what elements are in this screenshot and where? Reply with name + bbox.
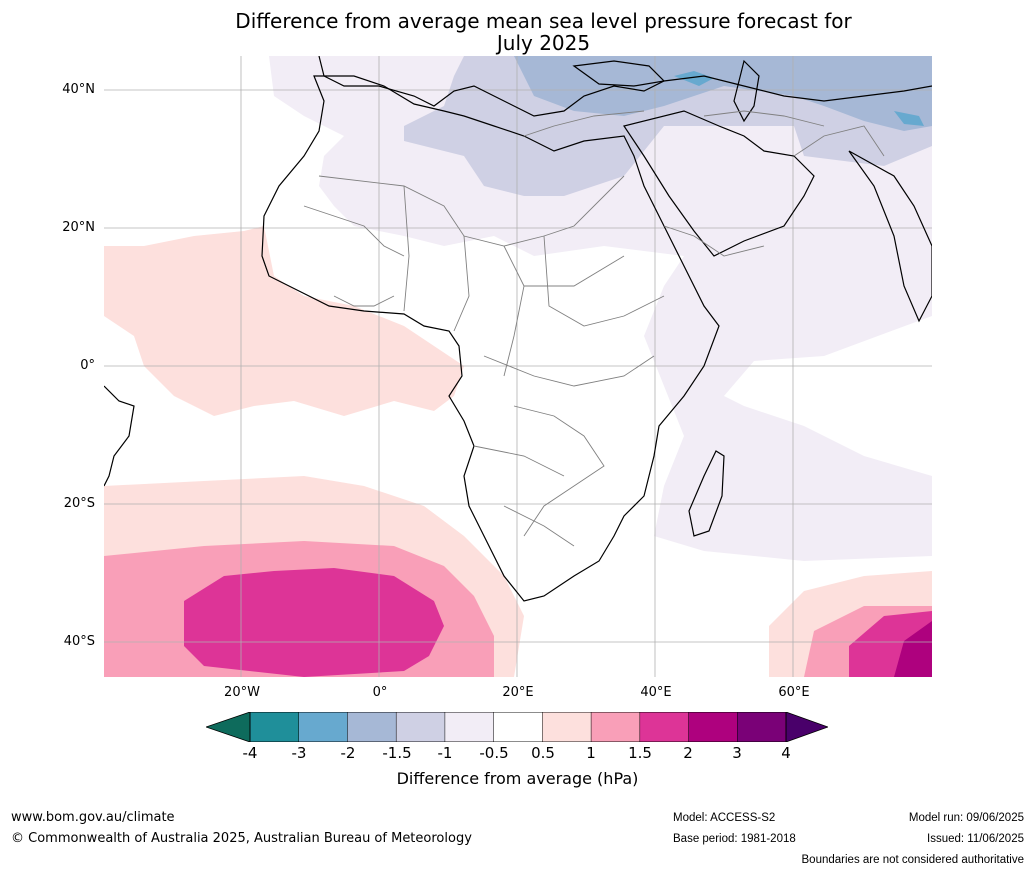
title-line-2: July 2025: [496, 31, 591, 55]
cb-tick-p05: 0.5: [531, 744, 555, 762]
footer-model: Model: ACCESS-S2: [673, 812, 776, 824]
colorbar-cell-3: [395, 712, 446, 742]
lat-label-20n: 20°N: [62, 220, 95, 235]
india-coastline: [848, 150, 932, 323]
lat-label-40s: 40°S: [63, 634, 95, 649]
cb-tick-m4: -4: [242, 744, 258, 762]
lon-label-40e: 40°E: [640, 685, 672, 700]
colorbar-cell-4: [444, 712, 495, 742]
europe-coastline: [318, 56, 932, 117]
footer-base-period: Base period: 1981-2018: [673, 833, 796, 845]
arabia-coastline: [623, 110, 815, 257]
cb-tick-p4: 4: [781, 744, 791, 762]
anomaly-plus-15-south: [184, 568, 444, 677]
map-canvas: [104, 56, 932, 677]
colorbar-cell-0: [249, 712, 300, 742]
colorbar-cell-2: [347, 712, 397, 742]
africa-coastline: [261, 75, 720, 602]
lon-label-20e: 20°E: [502, 685, 534, 700]
cb-tick-p2: 2: [683, 744, 693, 762]
footer-boundaries-note: Boundaries are not considered authoritat…: [801, 854, 1024, 866]
colorbar-cell-7: [590, 712, 641, 742]
footer-model-run: Model run: 09/06/2025: [908, 812, 1024, 824]
lon-label-20w: 20°W: [224, 685, 260, 700]
cb-tick-m15: -1.5: [382, 744, 412, 762]
cb-tick-m2: -2: [340, 744, 356, 762]
anomaly-minus-15-north: [514, 56, 932, 131]
forecast-map: [104, 56, 932, 677]
colorbar-cell-1: [298, 712, 349, 742]
colorbar-over-arrow: [785, 712, 828, 742]
cb-tick-p15: 1.5: [628, 744, 652, 762]
map-title: Difference from average mean sea level p…: [0, 10, 1035, 54]
cb-tick-m1: -1: [437, 744, 453, 762]
colorbar-under-arrow: [206, 712, 251, 742]
south-america-coastline: [104, 385, 135, 487]
footer-issued: Issued: 11/06/2025: [927, 833, 1024, 845]
lon-label-0: 0°: [372, 685, 388, 700]
anomaly-minus-05-north: [269, 56, 932, 561]
lon-label-60e: 60°E: [778, 685, 810, 700]
colorbar-cell-8: [639, 712, 690, 742]
lat-label-40n: 40°N: [62, 82, 95, 97]
cb-tick-p3: 3: [732, 744, 742, 762]
colorbar-cell-9: [688, 712, 739, 742]
colorbar-cell-5: [493, 712, 544, 742]
colorbar-cell-10: [737, 712, 787, 742]
madagascar-outline: [688, 450, 725, 537]
title-line-1: Difference from average mean sea level p…: [235, 9, 852, 33]
colorbar-outline: [249, 712, 787, 742]
graticule: [104, 56, 932, 677]
country-borders: [303, 110, 885, 547]
footer-website-link[interactable]: www.bom.gov.au/climate: [11, 810, 175, 825]
colorbar-label: Difference from average (hPa): [396, 769, 639, 788]
black-sea-outline: [572, 60, 666, 87]
cb-tick-m05: -0.5: [479, 744, 509, 762]
cb-tick-p1: 1: [586, 744, 596, 762]
lat-label-20s: 20°S: [63, 496, 95, 511]
anomaly-plus-2-southeast: [894, 621, 932, 677]
footer-copyright: © Commonwealth of Australia 2025, Austra…: [11, 831, 472, 846]
colorbar: [206, 712, 828, 742]
lat-label-0: 0°: [80, 358, 95, 373]
colorbar-cell-6: [542, 712, 592, 742]
caspian-sea-outline: [733, 59, 760, 123]
cb-tick-m3: -3: [291, 744, 307, 762]
anomaly-plus-05-atlantic: [104, 226, 464, 416]
